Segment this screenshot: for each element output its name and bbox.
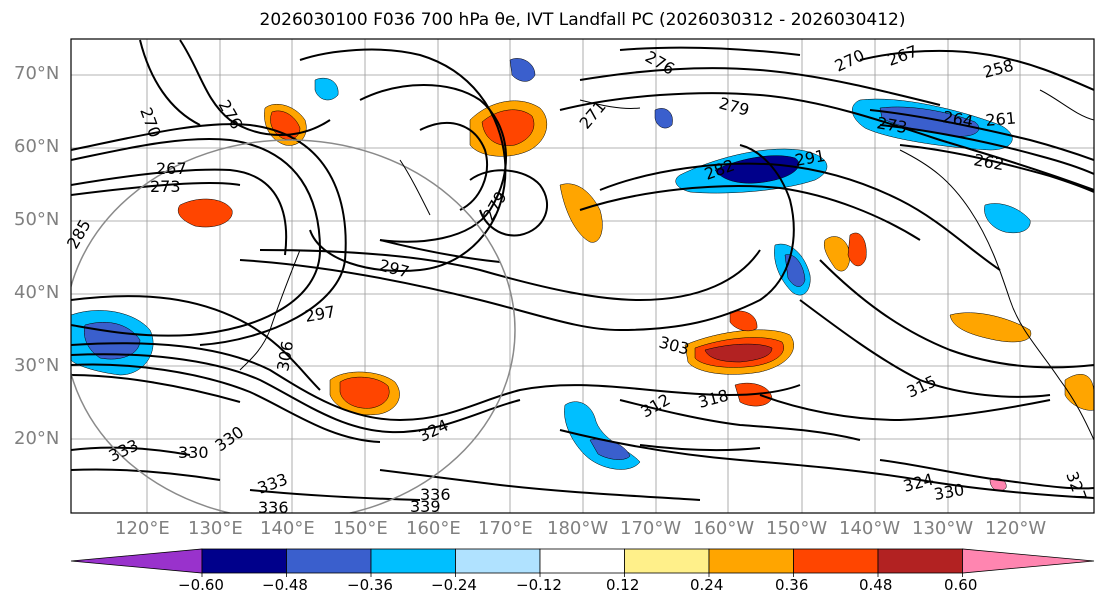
colorbar-tick-label: −0.48 [262, 576, 308, 594]
colorbar-tick-label: 0.48 [859, 576, 893, 594]
colorbar-segment [370, 548, 456, 574]
colorbar-tick-label: −0.60 [178, 576, 224, 594]
colorbar-segment [793, 548, 879, 574]
colorbar-tick-label: 0.12 [606, 576, 640, 594]
contour-label: 336 [258, 498, 289, 517]
colorbar-tick-label: 0.60 [944, 576, 978, 594]
shaded-regions [71, 58, 1094, 491]
lon-label: 130°W [912, 518, 974, 539]
lat-label: 40°N [14, 282, 60, 303]
lat-label: 30°N [14, 355, 60, 376]
ivt-region-circle [71, 139, 516, 513]
colorbar-segment [455, 548, 541, 574]
colorbar-segment [70, 548, 203, 574]
colorbar-segment [286, 548, 372, 574]
contour-label: 267 [156, 159, 187, 178]
lon-label: 130°E [188, 518, 243, 539]
lat-label: 20°N [14, 428, 60, 449]
lon-label: 120°W [985, 518, 1047, 539]
colorbar-tick-label: 0.36 [775, 576, 809, 594]
lon-label: 170°E [478, 518, 533, 539]
lon-label: 150°W [766, 518, 828, 539]
colorbar-tick-label: −0.36 [347, 576, 393, 594]
lon-label: 150°E [333, 518, 388, 539]
lon-label: 160°W [693, 518, 755, 539]
contour-label: 330 [178, 443, 209, 462]
lon-label: 160°E [406, 518, 461, 539]
contour-label: 273 [150, 177, 181, 196]
colorbar-segment [708, 548, 794, 574]
colorbar-segment [201, 548, 287, 574]
lon-label: 140°W [839, 518, 901, 539]
lon-label: 170°W [620, 518, 682, 539]
colorbar-segment [539, 548, 625, 574]
lat-label: 60°N [14, 136, 60, 157]
map-border [70, 38, 1095, 514]
colorbar [70, 548, 1095, 577]
colorbar-segment [962, 548, 1095, 574]
lat-label: 50°N [14, 209, 60, 230]
map-title: 2026030100 F036 700 hPa θe, IVT Landfall… [259, 10, 906, 30]
lon-label: 120°E [115, 518, 170, 539]
colorbar-tick-label: 0.24 [690, 576, 724, 594]
colorbar-segment [624, 548, 710, 574]
colorbar-tick-label: −0.12 [516, 576, 562, 594]
lat-label: 70°N [14, 63, 60, 84]
colorbar-tick-label: −0.24 [431, 576, 477, 594]
colorbar-segment [877, 548, 963, 574]
lon-label: 180°W [547, 518, 609, 539]
contour-label: 339 [410, 497, 441, 516]
theta-e-contours [71, 39, 1094, 501]
contour-label: 261 [985, 108, 1017, 130]
lon-label: 140°E [260, 518, 315, 539]
coastlines [239, 89, 1094, 441]
contour-label: 336 [420, 485, 451, 504]
